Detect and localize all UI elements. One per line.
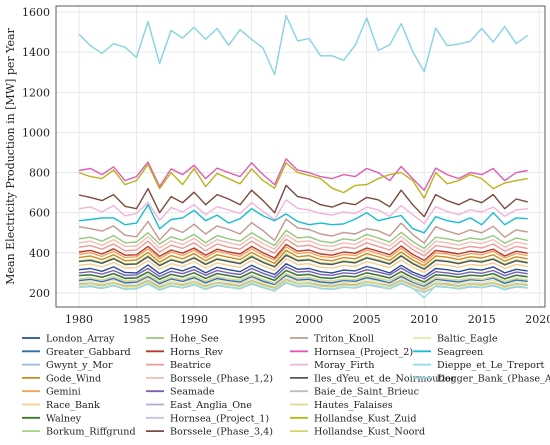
legend-label-gwynt-y-mor: Gwynt_y_Mor (46, 360, 113, 371)
x-tick-label: 2005 (353, 313, 381, 326)
y-tick-label: 800 (29, 167, 50, 180)
y-axis-label: Mean Electricity Production in [MW] per … (4, 27, 17, 284)
series-line-walney (78, 269, 528, 283)
series-line-borssele-phase-3-4 (78, 184, 528, 218)
legend-label-baie-de-saint-brieuc: Baie_de_Saint_Brieuc (314, 387, 419, 398)
plot-frame (55, 5, 546, 308)
y-tick-label: 400 (29, 247, 50, 260)
legend-label-gemini: Gemini (46, 387, 81, 398)
legend-label-london-array: London_Array (46, 334, 115, 345)
series-line-iles-dyeu-et-de-noirmoutier (78, 254, 528, 270)
legend-label-dogger-bank-phase-a-b: Dogger_Bank_(Phase_A,B) (437, 373, 550, 384)
series-line-hohe-see (78, 229, 528, 250)
series-line-seagreen (78, 203, 528, 234)
legend-label-hornsea-project-2: Hornsea_(Project_2) (314, 347, 413, 358)
legend-label-baltic-eagle: Baltic_Eagle (437, 334, 498, 345)
series-line-dogger-bank-phase-a-b (78, 14, 529, 76)
legend-label-east-anglia-one: East_Anglia_One (170, 400, 252, 411)
y-tick-label: 1200 (22, 86, 50, 99)
legend-label-moray-firth: Moray_Firth (314, 360, 374, 371)
series-line-gemini (78, 246, 528, 264)
legend-label-race-bank: Race_Bank (46, 400, 100, 411)
legend-label-hornsea-project-1: Hornsea_(Project_1) (170, 413, 269, 424)
x-tick-label: 2010 (410, 313, 438, 326)
x-tick-label: 1995 (238, 313, 266, 326)
legend: London_Array Greater_Gabbard Gwynt_y_Mor Go… (22, 334, 550, 438)
series-lines (78, 14, 529, 299)
legend-label-iles-dyeu-et-de-noirmoutier: Iles_dYeu_et_de_Noirmoutier (314, 373, 456, 384)
x-tick-label: 1985 (123, 313, 151, 326)
legend-label-gode-wind: Gode_Wind (46, 373, 101, 384)
series-line-borkum-riffgrund (78, 253, 528, 270)
y-tick-label: 600 (29, 207, 50, 220)
x-tick-label: 2015 (468, 313, 496, 326)
y-tick-label: 1400 (22, 46, 50, 59)
series-line-hollandse-kust-zuid (78, 162, 528, 199)
legend-label-hollandse-kust-zuid: Hollandse_Kust_Zuid (314, 413, 416, 424)
series-line-baltic-eagle (78, 276, 528, 289)
y-tick-label: 1000 (22, 126, 50, 139)
x-tick-label: 2000 (295, 313, 323, 326)
legend-label-borssele-phase-3-4: Borssele_(Phase_3,4) (170, 427, 273, 438)
series-line-london-array (78, 263, 528, 278)
legend-label-borkum-riffgrund: Borkum_Riffgrund (46, 427, 136, 438)
series-line-hollandse-kust-noord (78, 279, 528, 291)
y-tick-label: 200 (29, 287, 50, 300)
legend-label-seagreen: Seagreen (437, 347, 483, 358)
legend-label-dieppe-et-le-treport: Dieppe_et_Le_Treport (437, 360, 545, 371)
series-line-beatrice (78, 238, 528, 257)
x-tick-label: 1980 (65, 313, 93, 326)
legend-label-walney: Walney (46, 413, 82, 424)
legend-label-beatrice: Beatrice (170, 360, 211, 371)
series-line-borssele-phase-1-2 (78, 234, 528, 253)
legend-label-seamade: Seamade (170, 387, 215, 398)
series-line-horns-rev (78, 243, 528, 262)
legend-label-borssele-phase-1-2: Borssele_(Phase_1,2) (170, 373, 273, 384)
x-tick-label: 2020 (525, 313, 550, 326)
series-line-triton-knoll (78, 218, 528, 244)
axis-ticks: 1980 1985 1990 1995 2000 2005 2010 2015 2020 200 4… (22, 6, 550, 326)
series-line-race-bank (78, 258, 528, 274)
legend-label-hollandse-kust-noord: Hollandse_Kust_Noord (314, 427, 425, 438)
legend-label-hautes-falaises: Hautes_Falaises (314, 400, 393, 411)
legend-label-horns-rev: Horns_Rev (170, 347, 224, 358)
legend-label-triton-knoll: Triton_Knoll (314, 334, 374, 345)
series-line-greater-gabbard (78, 274, 528, 288)
series-line-gode-wind (78, 249, 528, 267)
legend-label-greater-gabbard: Greater_Gabbard (46, 347, 131, 358)
legend-label-hohe-see: Hohe_See (170, 334, 219, 345)
y-tick-label: 1600 (22, 6, 50, 19)
series-line-hornsea-project-2 (78, 158, 528, 191)
series-line-hautes-falaises (78, 272, 528, 285)
series-line-dieppe-et-le-treport (78, 281, 528, 299)
series-line-seamade (78, 266, 528, 280)
x-tick-label: 1990 (180, 313, 208, 326)
series-line-moray-firth (78, 199, 528, 225)
